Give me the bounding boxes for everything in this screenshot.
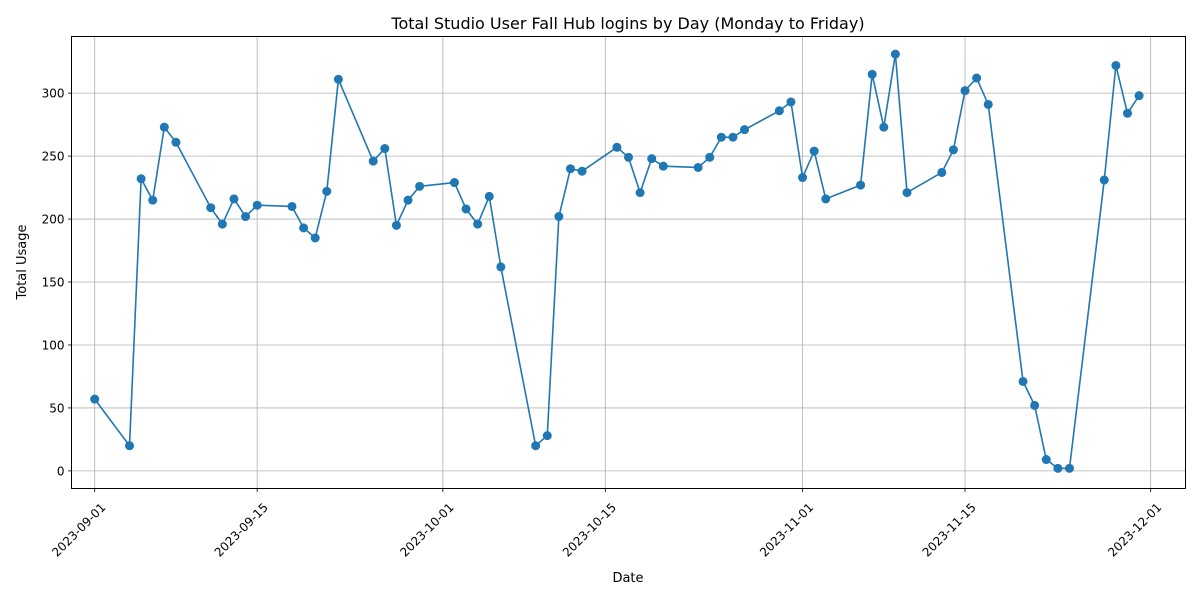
data-point <box>252 200 262 210</box>
data-point <box>1053 463 1063 473</box>
data-point <box>693 162 703 172</box>
y-tick-label: 0 <box>57 464 65 478</box>
data-point <box>983 99 993 109</box>
data-point <box>716 132 726 142</box>
y-tick-label: 300 <box>42 87 65 101</box>
data-point <box>391 220 401 230</box>
data-point <box>937 167 947 177</box>
data-point <box>229 194 239 204</box>
data-point <box>890 49 900 59</box>
data-point <box>577 166 587 176</box>
x-axis-title: Date <box>612 571 643 586</box>
data-point <box>90 394 100 404</box>
data-point <box>368 156 378 166</box>
data-point <box>1030 400 1040 410</box>
data-point <box>554 212 564 222</box>
data-point <box>902 188 912 198</box>
y-tick-label: 250 <box>42 150 65 164</box>
data-point <box>299 223 309 233</box>
data-point <box>333 74 343 84</box>
data-point <box>287 201 297 211</box>
data-point <box>241 212 251 222</box>
data-point <box>531 441 541 451</box>
data-point <box>148 195 158 205</box>
data-point <box>809 146 819 156</box>
data-point <box>867 69 877 79</box>
data-point <box>972 73 982 83</box>
data-point <box>705 152 715 162</box>
y-axis: 0 50 100 150 200 250 300 <box>42 87 72 478</box>
data-point <box>647 154 657 164</box>
grid-lines <box>71 36 1186 489</box>
plot-frame <box>71 36 1186 489</box>
data-point <box>1111 60 1121 70</box>
data-point <box>1099 175 1109 185</box>
data-point <box>322 186 332 196</box>
data-point <box>473 219 483 229</box>
data-point <box>484 191 494 201</box>
data-point <box>612 142 622 152</box>
data-point <box>496 262 506 272</box>
data-point <box>740 125 750 135</box>
data-point <box>1018 376 1028 386</box>
data-point <box>624 152 633 162</box>
data-point <box>461 204 471 214</box>
data-point <box>171 137 181 147</box>
data-point <box>728 132 738 142</box>
data-point <box>565 164 575 174</box>
data-point <box>449 178 459 188</box>
data-point <box>380 144 390 154</box>
data-point <box>415 181 425 191</box>
data-point <box>159 122 169 132</box>
data-point <box>774 106 784 116</box>
data-point <box>206 203 216 213</box>
y-tick-label: 100 <box>42 338 65 352</box>
data-point <box>635 188 645 198</box>
data-point <box>217 219 227 229</box>
data-point <box>948 145 958 155</box>
data-point <box>856 180 866 190</box>
data-point <box>879 122 889 132</box>
data-point <box>1064 463 1074 473</box>
data-point <box>1134 91 1144 101</box>
data-point <box>658 161 668 171</box>
data-point <box>310 233 320 243</box>
y-tick-label: 150 <box>42 276 65 290</box>
data-point <box>786 97 796 107</box>
data-point <box>136 174 146 184</box>
data-point <box>1122 108 1132 118</box>
chart-title: Total Studio User Fall Hub logins by Day… <box>390 14 864 33</box>
data-point <box>403 195 413 205</box>
data-point <box>542 431 552 441</box>
y-axis-title: Total Usage <box>15 225 30 301</box>
y-tick-label: 200 <box>42 213 65 227</box>
data-point <box>821 194 831 204</box>
series-group <box>90 49 1144 473</box>
y-tick-label: 50 <box>49 401 64 415</box>
data-point <box>1041 455 1051 465</box>
data-point <box>125 441 135 451</box>
data-point <box>960 86 970 96</box>
data-point <box>798 173 808 183</box>
